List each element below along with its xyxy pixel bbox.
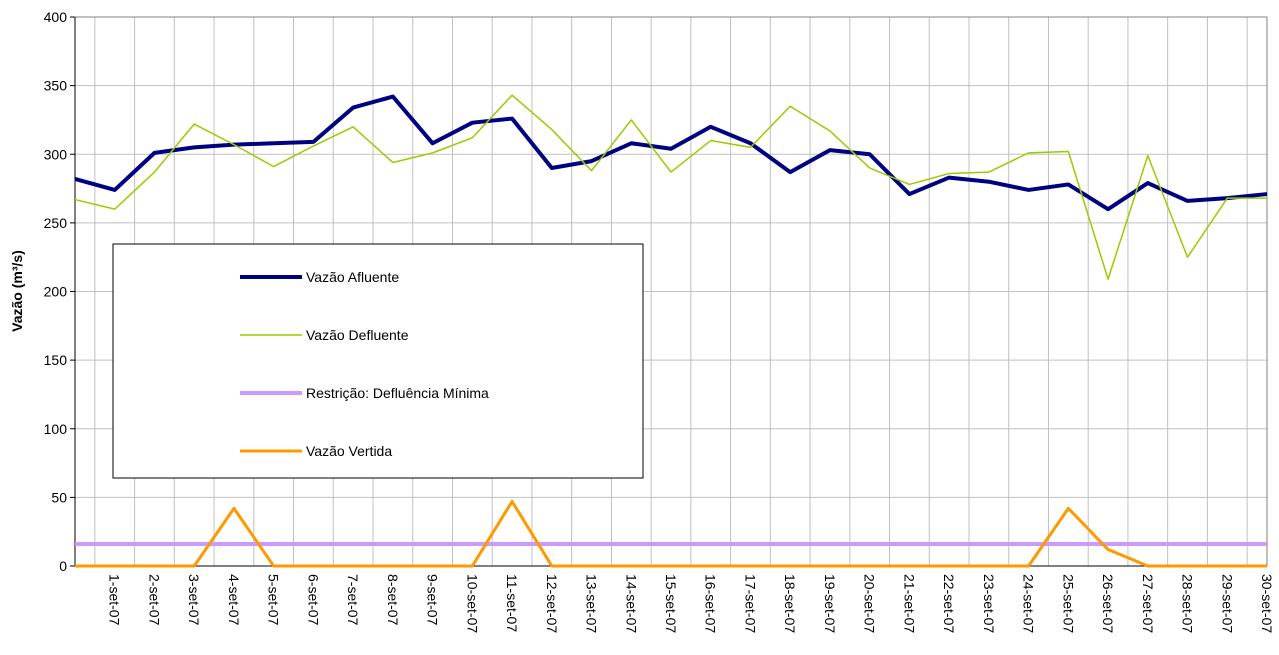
y-tick-label: 100 (44, 421, 68, 437)
legend-label: Restrição: Defluência Mínima (306, 385, 489, 401)
series-line (74, 94, 1268, 212)
y-tick-label: 150 (44, 352, 68, 368)
x-tick-label: 17-set-07 (742, 574, 758, 633)
x-tick-label: 22-set-07 (941, 574, 957, 633)
y-tick-label: 50 (51, 489, 67, 505)
x-tick-label: 19-set-07 (822, 574, 838, 633)
x-tick-label: 4-set-07 (226, 574, 242, 626)
x-tick-label: 30-set-07 (1259, 574, 1275, 633)
x-tick-label: 6-set-07 (305, 574, 321, 626)
x-tick-label: 15-set-07 (663, 574, 679, 633)
x-tick-label: 26-set-07 (1100, 574, 1116, 633)
legend: Vazão Afluente Vazão Defluente Restrição: … (112, 243, 644, 479)
x-tick-label: 20-set-07 (862, 574, 878, 633)
x-tick-label: 8-set-07 (385, 574, 401, 626)
legend-label: Vazão Vertida (306, 443, 392, 459)
x-tick-label: 29-set-07 (1219, 574, 1235, 633)
series-line (74, 94, 1267, 280)
x-tick-label: 11-set-07 (504, 574, 520, 632)
x-tick-label: 24-set-07 (1021, 574, 1037, 633)
x-tick-label: 10-set-07 (464, 574, 480, 633)
series-line (75, 499, 1267, 568)
y-tick-label: 200 (44, 284, 68, 300)
x-tick-label: 18-set-07 (782, 574, 798, 633)
x-tick-label: 21-set-07 (901, 574, 917, 633)
legend-label: Vazão Afluente (306, 269, 399, 285)
y-tick-label: 300 (44, 146, 68, 162)
x-tick-label: 7-set-07 (345, 574, 361, 626)
x-tick-label: 2-set-07 (146, 574, 162, 626)
legend-box (112, 243, 644, 479)
y-tick-label: 0 (59, 558, 67, 574)
x-tick-label: 5-set-07 (266, 574, 282, 626)
y-tick-label: 400 (44, 9, 68, 25)
x-tick-label: 1-set-07 (107, 574, 123, 626)
legend-label: Vazão Defluente (306, 327, 409, 343)
x-tick-label: 28-set-07 (1180, 574, 1196, 633)
y-tick-label: 250 (44, 215, 68, 231)
x-tick-label: 3-set-07 (186, 574, 202, 626)
y-axis-label: Vazão (m³/s) (9, 250, 25, 332)
x-tick-label: 23-set-07 (981, 574, 997, 633)
x-tick-label: 16-set-07 (703, 574, 719, 633)
x-tick-label: 9-set-07 (425, 574, 441, 626)
y-tick-label: 350 (44, 78, 68, 94)
x-tick-label: 14-set-07 (623, 574, 639, 633)
x-tick-label: 12-set-07 (544, 574, 560, 633)
x-tick-label: 27-set-07 (1140, 574, 1156, 633)
x-tick-label: 13-set-07 (584, 574, 600, 633)
x-tick-label: 25-set-07 (1060, 574, 1076, 633)
